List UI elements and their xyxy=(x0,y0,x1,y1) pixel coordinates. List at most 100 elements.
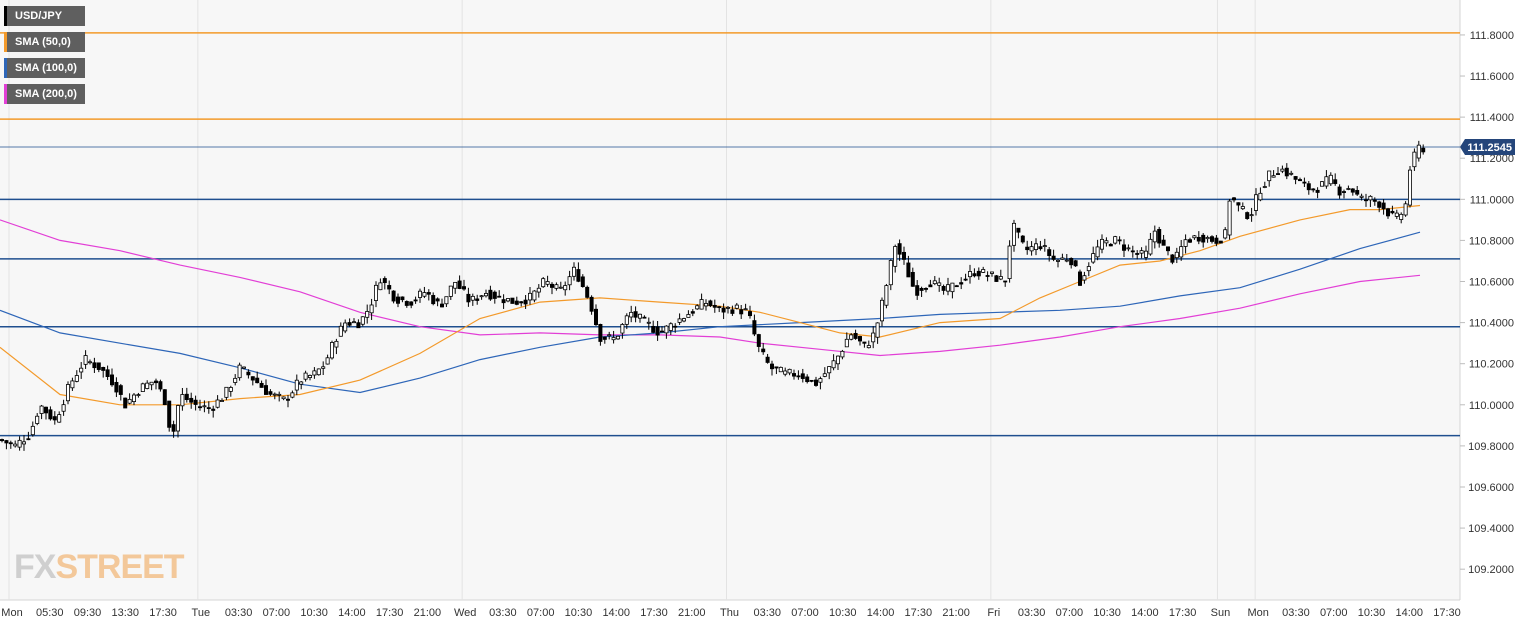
candle-body xyxy=(1337,186,1342,196)
candle-body xyxy=(998,276,1003,280)
x-tick-label: 21:00 xyxy=(942,607,970,619)
candle-body xyxy=(193,399,198,405)
candle-body xyxy=(712,304,717,308)
candle-body xyxy=(334,340,339,348)
candle-body xyxy=(470,295,475,301)
y-tick-label: 109.6000 xyxy=(1468,482,1514,494)
candle-body xyxy=(1342,191,1347,193)
candle-body xyxy=(1100,238,1105,250)
x-tick-label: 17:30 xyxy=(1433,607,1461,619)
candle-body xyxy=(4,440,9,444)
candle-body xyxy=(101,366,106,371)
y-tick-label: 110.0000 xyxy=(1469,400,1514,412)
candle-body xyxy=(246,371,251,376)
candle-body xyxy=(1210,236,1215,242)
logo-street: STREET xyxy=(55,548,184,586)
candle-body xyxy=(303,372,308,380)
candle-body xyxy=(237,364,242,379)
candle-body xyxy=(994,275,999,282)
y-tick-label: 110.4000 xyxy=(1469,318,1514,330)
candle-body xyxy=(541,278,546,288)
candle-body xyxy=(682,318,687,322)
candle-body xyxy=(1364,199,1369,202)
candle-body xyxy=(356,322,361,329)
candle-body xyxy=(805,376,810,383)
candle-body xyxy=(1386,208,1391,217)
candle-body xyxy=(1262,186,1267,188)
candle-body xyxy=(1390,210,1395,214)
candle-body xyxy=(981,269,986,273)
candle-body xyxy=(1324,176,1329,187)
candle-body xyxy=(726,306,731,309)
legend-swatch xyxy=(4,84,7,104)
candle-body xyxy=(206,407,211,409)
candle-body xyxy=(1051,255,1056,260)
candle-body xyxy=(488,289,493,300)
candle-body xyxy=(990,271,995,274)
candle-body xyxy=(1394,212,1399,217)
candle-body xyxy=(1170,254,1175,263)
candle-body xyxy=(840,350,845,358)
x-tick-label: 05:30 xyxy=(36,607,64,619)
candle-body xyxy=(651,325,656,333)
x-tick-label: 07:00 xyxy=(263,607,291,619)
legend-swatch xyxy=(4,6,7,26)
candle-body xyxy=(250,376,255,381)
candle-body xyxy=(937,282,942,286)
candle-body xyxy=(466,293,471,303)
y-tick-label: 111.2000 xyxy=(1470,153,1514,165)
candle-body xyxy=(263,385,268,395)
candle-body xyxy=(79,367,84,373)
candle-body xyxy=(893,246,898,267)
candle-body xyxy=(888,260,893,286)
candle-body xyxy=(241,366,246,369)
candle-body xyxy=(1157,229,1162,244)
candle-body xyxy=(668,323,673,331)
candle-body xyxy=(299,381,304,385)
x-tick-label: 10:30 xyxy=(1093,607,1121,619)
candle-body xyxy=(580,276,585,287)
candle-body xyxy=(1148,238,1153,255)
candle-body xyxy=(536,287,541,293)
candle-body xyxy=(281,396,286,400)
candle-body xyxy=(175,405,180,432)
candle-body xyxy=(1240,206,1245,210)
candle-body xyxy=(730,309,735,314)
moving-averages xyxy=(0,204,1421,406)
candle-body xyxy=(1416,144,1421,159)
candle-body xyxy=(1280,168,1285,172)
candle-body xyxy=(1320,181,1325,187)
candle-body xyxy=(1073,260,1078,267)
candle-body xyxy=(1086,266,1091,272)
candle-body xyxy=(277,393,282,396)
candle-body xyxy=(1201,234,1206,243)
candle-body xyxy=(110,374,115,386)
candle-body xyxy=(734,304,739,309)
candle-body xyxy=(924,288,929,290)
x-tick-label: 13:30 xyxy=(112,607,140,619)
candle-body xyxy=(875,322,880,338)
candle-body xyxy=(858,336,863,342)
candle-body xyxy=(461,286,466,290)
candle-body xyxy=(1236,202,1241,206)
candle-body xyxy=(347,322,352,326)
legend-item: SMA (100,0) xyxy=(4,58,85,78)
candle-body xyxy=(660,330,665,333)
candle-body xyxy=(1069,257,1074,266)
x-tick-label: 03:30 xyxy=(489,607,517,619)
candle-body xyxy=(1289,172,1294,175)
fxstreet-logo: FXSTREET xyxy=(14,548,185,587)
candle-body xyxy=(202,405,207,408)
legend-item: SMA (50,0) xyxy=(4,32,85,52)
candle-body xyxy=(1064,259,1069,262)
candle-body xyxy=(1104,240,1109,244)
candle-body xyxy=(422,292,427,297)
candle-body xyxy=(413,299,418,302)
candle-body xyxy=(387,285,392,290)
candle-body xyxy=(1038,246,1043,250)
candle-body xyxy=(1034,243,1039,250)
candle-body xyxy=(849,334,854,340)
y-tick-label: 111.8000 xyxy=(1470,30,1514,42)
candle-body xyxy=(774,366,779,369)
x-tick-label: Wed xyxy=(454,607,476,619)
